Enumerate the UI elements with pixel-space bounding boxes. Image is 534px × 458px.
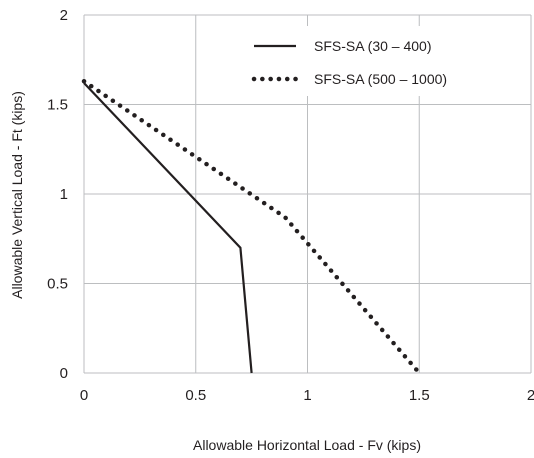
x-tick-label: 2 — [527, 387, 534, 404]
y-axis-label: Allowable Vertical Load - Ft (kips) — [9, 91, 25, 299]
x-tick-label: 1.5 — [409, 387, 430, 404]
y-tick-label: 0.5 — [47, 276, 68, 293]
x-tick-label: 1 — [303, 387, 311, 404]
y-tick-label: 1 — [60, 186, 68, 203]
series-group — [81, 78, 422, 376]
x-tick-label: 0 — [80, 387, 88, 404]
legend-background — [240, 26, 505, 96]
y-tick-label: 1.5 — [47, 97, 68, 114]
legend-label-series-2: SFS-SA (500 – 1000) — [314, 71, 447, 87]
tick-labels: 0 0.5 1 1.5 2 0 0.5 1 1.5 2 — [47, 7, 534, 404]
legend-label-series-1: SFS-SA (30 – 400) — [314, 38, 432, 54]
y-tick-label: 0 — [60, 365, 68, 382]
legend: SFS-SA (30 – 400) SFS-SA (500 – 1000) — [240, 26, 505, 96]
x-axis-label: Allowable Horizontal Load - Fv (kips) — [193, 437, 421, 453]
x-tick-label: 0.5 — [185, 387, 206, 404]
series-line-2 — [81, 78, 422, 376]
y-tick-label: 2 — [60, 7, 68, 24]
series-line-1 — [83, 82, 253, 374]
